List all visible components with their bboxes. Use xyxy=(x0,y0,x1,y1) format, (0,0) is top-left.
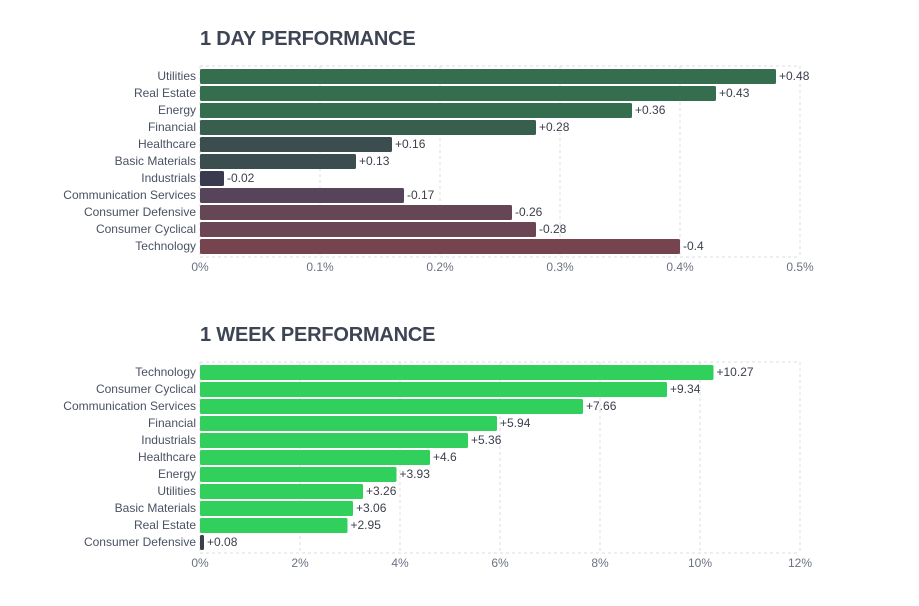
data-label: +10.27 xyxy=(717,365,754,379)
x-tick-label: 0.5% xyxy=(786,260,814,274)
bar[interactable] xyxy=(200,399,583,414)
category-label: Financial xyxy=(148,120,196,134)
data-label: +3.26 xyxy=(366,484,397,498)
category-label: Real Estate xyxy=(134,518,196,532)
bar[interactable] xyxy=(200,365,714,380)
bar[interactable] xyxy=(200,86,716,101)
bar[interactable] xyxy=(200,535,204,550)
data-label: +0.43 xyxy=(719,86,750,100)
category-label: Consumer Cyclical xyxy=(96,222,196,236)
category-label: Industrials xyxy=(141,433,196,447)
data-label: +4.6 xyxy=(433,450,457,464)
category-label: Utilities xyxy=(157,69,196,83)
chart-1day: Utilities +0.48 Real Estate +0.43 Energy +0.3… xyxy=(63,65,814,274)
x-tick-label: 12% xyxy=(788,556,812,570)
category-label: Consumer Defensive xyxy=(84,535,196,549)
x-tick-label: 0.3% xyxy=(546,260,574,274)
category-label: Communication Services xyxy=(63,399,196,413)
data-label: +0.36 xyxy=(635,103,666,117)
category-label: Technology xyxy=(135,365,196,379)
x-tick-label: 2% xyxy=(291,556,309,570)
category-label: Industrials xyxy=(141,171,196,185)
bar[interactable] xyxy=(200,137,392,152)
data-label: +0.48 xyxy=(779,69,810,83)
bar[interactable] xyxy=(200,154,356,169)
x-tick-label: 8% xyxy=(591,556,609,570)
data-label: -0.17 xyxy=(407,188,435,202)
category-label: Financial xyxy=(148,416,196,430)
category-label: Basic Materials xyxy=(115,501,196,515)
category-label: Communication Services xyxy=(63,188,196,202)
data-label: +7.66 xyxy=(586,399,617,413)
bar[interactable] xyxy=(200,467,397,482)
data-label: +0.28 xyxy=(539,120,570,134)
bar[interactable] xyxy=(200,103,632,118)
data-label: +5.36 xyxy=(471,433,502,447)
x-tick-label: 0% xyxy=(191,556,209,570)
category-label: Consumer Defensive xyxy=(84,205,196,219)
data-label: +0.13 xyxy=(359,154,390,168)
bar[interactable] xyxy=(200,501,353,516)
category-label: Energy xyxy=(158,103,196,117)
bar[interactable] xyxy=(200,188,404,203)
data-label: -0.02 xyxy=(227,171,255,185)
category-label: Healthcare xyxy=(138,137,196,151)
bar[interactable] xyxy=(200,382,667,397)
x-tick-label: 0.2% xyxy=(426,260,454,274)
bar[interactable] xyxy=(200,69,776,84)
data-label: -0.26 xyxy=(515,205,543,219)
bar[interactable] xyxy=(200,433,468,448)
category-label: Energy xyxy=(158,467,196,481)
data-label: +9.34 xyxy=(670,382,701,396)
x-tick-label: 0.1% xyxy=(306,260,334,274)
category-label: Consumer Cyclical xyxy=(96,382,196,396)
data-label: +0.08 xyxy=(207,535,238,549)
category-label: Technology xyxy=(135,239,196,253)
x-tick-label: 10% xyxy=(688,556,712,570)
data-label: +3.06 xyxy=(356,501,387,515)
data-label: +5.94 xyxy=(500,416,531,430)
data-label: +3.93 xyxy=(400,467,431,481)
bar[interactable] xyxy=(200,450,430,465)
chart-title-1day: 1 DAY PERFORMANCE xyxy=(200,28,416,50)
bar[interactable] xyxy=(200,171,224,186)
x-tick-label: 4% xyxy=(391,556,409,570)
chart-1week: Technology +10.27 Consumer Cyclical +9.34 Co… xyxy=(63,361,812,570)
bar[interactable] xyxy=(200,205,512,220)
x-tick-label: 0% xyxy=(191,260,209,274)
category-label: Utilities xyxy=(157,484,196,498)
data-label: +2.95 xyxy=(351,518,382,532)
bar[interactable] xyxy=(200,239,680,254)
bar[interactable] xyxy=(200,416,497,431)
bar[interactable] xyxy=(200,222,536,237)
chart-title-1week: 1 WEEK PERFORMANCE xyxy=(200,324,436,346)
category-label: Healthcare xyxy=(138,450,196,464)
category-label: Real Estate xyxy=(134,86,196,100)
x-tick-label: 6% xyxy=(491,556,509,570)
data-label: -0.28 xyxy=(539,222,567,236)
data-label: -0.4 xyxy=(683,239,704,253)
bar[interactable] xyxy=(200,484,363,499)
category-label: Basic Materials xyxy=(115,154,196,168)
data-label: +0.16 xyxy=(395,137,426,151)
bar[interactable] xyxy=(200,518,348,533)
bar[interactable] xyxy=(200,120,536,135)
x-tick-label: 0.4% xyxy=(666,260,694,274)
